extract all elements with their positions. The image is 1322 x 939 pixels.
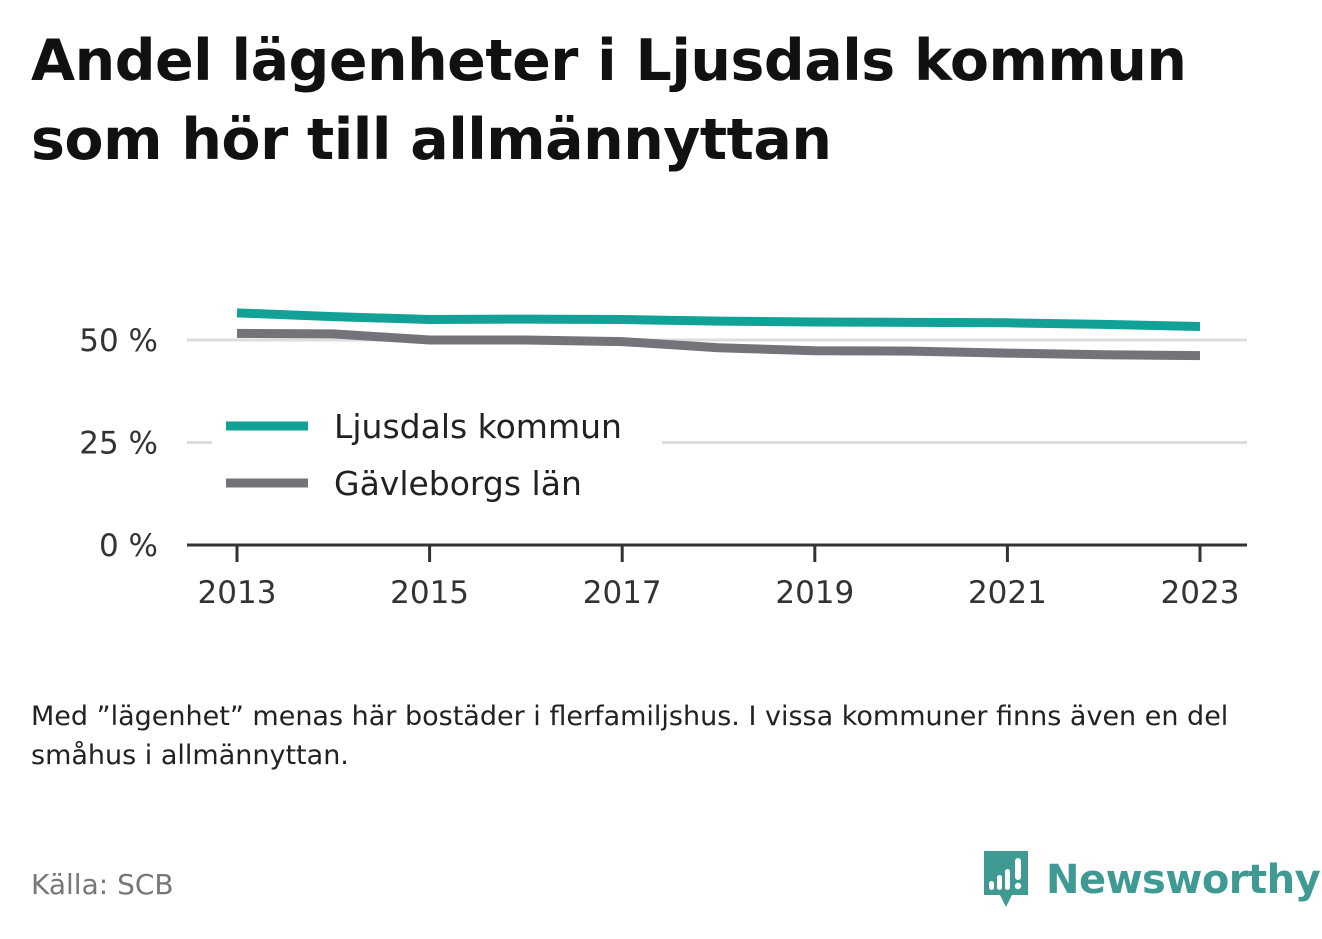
legend-background <box>212 400 662 516</box>
chart-note: Med ”lägenhet” menas här bostäder i fler… <box>31 701 1229 771</box>
y-tick-label: 25 % <box>79 426 158 462</box>
x-tick-label: 2023 <box>1161 575 1240 611</box>
x-tick-label: 2021 <box>968 575 1047 611</box>
source-label: Källa: SCB <box>31 868 174 901</box>
series-line-ljusdals-kommun <box>236 308 1201 331</box>
chart-series <box>236 308 1201 361</box>
legend-label: Ljusdals kommun <box>334 407 622 446</box>
y-axis-ticks: 0 % 25 % 50 % <box>79 323 158 564</box>
x-axis: 2013 2015 2017 2019 2021 2023 <box>187 543 1247 611</box>
chart-legend: Ljusdals kommun Gävleborgs län <box>212 400 662 516</box>
newsworthy-logo-icon <box>984 851 1028 907</box>
page-title: Andel lägenheter i Ljusdals kommun som h… <box>31 28 1187 173</box>
series-line-gavleborgs-lan <box>236 328 1201 361</box>
x-tick-label: 2013 <box>198 575 277 611</box>
y-tick-label: 0 % <box>99 528 158 564</box>
x-tick-label: 2017 <box>583 575 662 611</box>
line-chart: 0 % 25 % 50 % 2013 2015 2017 2019 2021 2023 Lju… <box>79 308 1247 611</box>
brand[interactable]: Newsworthy <box>980 848 1321 912</box>
x-tick-label: 2015 <box>390 575 469 611</box>
brand-name: Newsworthy <box>1046 857 1321 903</box>
x-tick-label: 2019 <box>775 575 854 611</box>
legend-label: Gävleborgs län <box>334 464 582 503</box>
y-tick-label: 50 % <box>79 323 158 359</box>
